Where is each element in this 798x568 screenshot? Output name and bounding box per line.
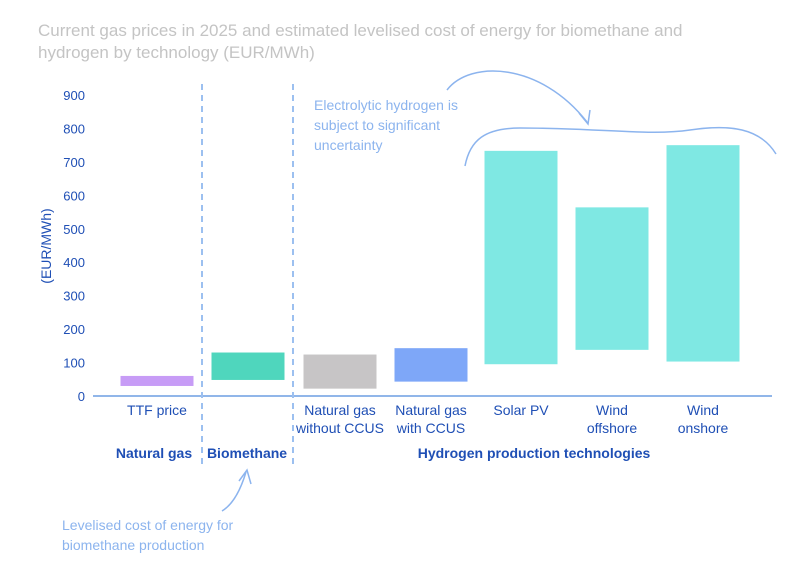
y-tick-label: 200 — [63, 322, 85, 337]
group-label: Biomethane — [207, 445, 287, 461]
arrow-head-top — [578, 109, 591, 126]
y-tick-label: 400 — [63, 255, 85, 270]
y-tick-label: 500 — [63, 222, 85, 237]
annotation-arrow-top — [446, 70, 588, 123]
y-tick-label: 0 — [78, 389, 85, 404]
category-label: Natural gas with CCUS — [395, 402, 467, 436]
group-separators — [201, 84, 294, 466]
category-label: Wind offshore — [587, 402, 638, 436]
range-bar — [394, 348, 468, 382]
category-label: Solar PV — [493, 402, 549, 418]
range-bar — [211, 352, 285, 380]
annotation-arrow-bottom — [221, 471, 247, 512]
annotation-electrolytic: Electrolytic hydrogen is subject to signi… — [314, 97, 458, 153]
group-label: Natural gas — [116, 445, 192, 461]
range-bar — [303, 354, 377, 389]
arrow-head-bottom — [238, 468, 252, 485]
y-axis-label: (EUR/MWh) — [38, 208, 54, 283]
category-labels: TTF price Natural gas without CCUS Natural … — [127, 402, 729, 436]
category-label: Natural gas without CCUS — [295, 402, 384, 436]
range-bar — [120, 375, 194, 386]
uncertainty-brace — [464, 126, 777, 167]
y-tick-label: 900 — [63, 88, 85, 103]
y-axis: 0 100 200 300 400 500 600 700 800 900 (EUR/MWh) — [38, 88, 85, 404]
y-tick-label: 100 — [63, 356, 85, 371]
y-tick-label: 600 — [63, 188, 85, 203]
y-tick-label: 700 — [63, 155, 85, 170]
range-bar — [484, 150, 558, 365]
group-labels: Natural gas Biomethane Hydrogen production… — [116, 445, 651, 461]
category-label: Wind onshore — [678, 402, 729, 436]
range-bar — [666, 145, 740, 362]
y-tick-label: 800 — [63, 121, 85, 136]
chart-title: Current gas prices in 2025 and estimated… — [38, 21, 683, 62]
category-label: TTF price — [127, 402, 187, 418]
bars — [120, 145, 740, 389]
y-tick-label: 300 — [63, 289, 85, 304]
annotation-biomethane: Levelised cost of energy for biomethane p… — [62, 517, 234, 553]
annotations: Electrolytic hydrogen is subject to signi… — [62, 70, 777, 553]
range-bar — [575, 207, 649, 350]
group-label: Hydrogen production technologies — [418, 445, 651, 461]
